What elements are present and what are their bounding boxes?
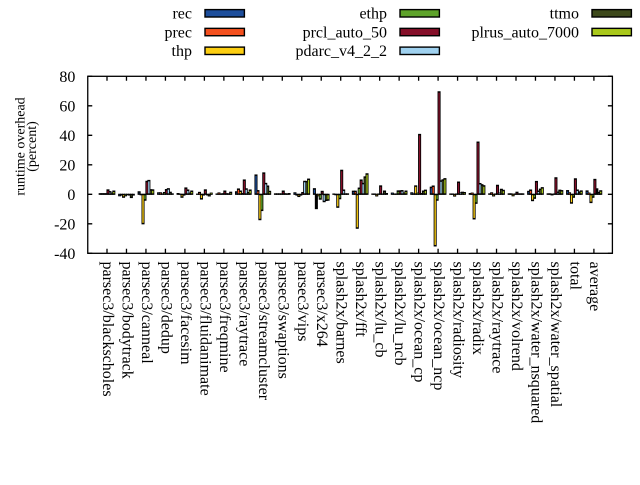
svg-text:runtime overhead: runtime overhead — [13, 97, 28, 195]
svg-text:splash2x/lu_cb: splash2x/lu_cb — [372, 262, 389, 358]
svg-text:splash2x/water_spatial: splash2x/water_spatial — [547, 262, 564, 408]
svg-text:parsec3/bodytrack: parsec3/bodytrack — [118, 262, 135, 379]
svg-text:parsec3/swaptions: parsec3/swaptions — [274, 262, 291, 379]
svg-text:pdarc_v4_2_2: pdarc_v4_2_2 — [295, 43, 387, 60]
svg-text:ttmo: ttmo — [550, 6, 579, 23]
svg-text:(percent): (percent) — [25, 121, 40, 172]
svg-text:80: 80 — [59, 69, 75, 86]
svg-text:parsec3/raytrace: parsec3/raytrace — [235, 262, 252, 367]
svg-text:splash2x/ocean_ncp: splash2x/ocean_ncp — [430, 262, 447, 391]
svg-text:20: 20 — [59, 157, 75, 174]
svg-text:-20: -20 — [54, 216, 75, 233]
svg-text:parsec3/facesim: parsec3/facesim — [177, 262, 194, 366]
svg-text:splash2x/water_nsquared: splash2x/water_nsquared — [527, 262, 544, 424]
svg-text:parsec3/vips: parsec3/vips — [294, 262, 311, 342]
svg-text:parsec3/freqmine: parsec3/freqmine — [216, 262, 233, 373]
svg-text:parsec3/fluidanimate: parsec3/fluidanimate — [196, 262, 213, 396]
svg-text:splash2x/radix: splash2x/radix — [469, 262, 486, 355]
svg-text:splash2x/volrend: splash2x/volrend — [508, 262, 525, 371]
svg-text:splash2x/radiosity: splash2x/radiosity — [450, 262, 467, 378]
svg-text:-40: -40 — [54, 246, 75, 263]
svg-text:0: 0 — [67, 187, 75, 204]
svg-text:parsec3/canneal: parsec3/canneal — [138, 262, 155, 365]
svg-text:splash2x/raytrace: splash2x/raytrace — [489, 262, 506, 374]
svg-text:thp: thp — [172, 43, 192, 60]
svg-text:splash2x/fft: splash2x/fft — [352, 262, 369, 338]
svg-text:parsec3/streamcluster: parsec3/streamcluster — [255, 262, 272, 401]
svg-text:60: 60 — [59, 98, 75, 115]
svg-text:ethp: ethp — [359, 6, 387, 23]
svg-text:splash2x/ocean_cp: splash2x/ocean_cp — [411, 262, 428, 383]
svg-text:parsec3/blackscholes: parsec3/blackscholes — [99, 262, 116, 397]
svg-text:prec: prec — [164, 24, 192, 41]
svg-text:average: average — [586, 262, 603, 312]
svg-text:rec: rec — [172, 6, 192, 23]
svg-text:parsec3/x264: parsec3/x264 — [313, 262, 330, 347]
svg-text:40: 40 — [59, 128, 75, 145]
svg-text:plrus_auto_7000: plrus_auto_7000 — [471, 24, 579, 41]
svg-text:splash2x/barnes: splash2x/barnes — [333, 262, 350, 364]
svg-text:parsec3/dedup: parsec3/dedup — [157, 262, 174, 354]
svg-text:prcl_auto_50: prcl_auto_50 — [303, 24, 387, 41]
svg-text:splash2x/lu_ncb: splash2x/lu_ncb — [391, 262, 408, 366]
svg-text:total: total — [566, 262, 583, 291]
